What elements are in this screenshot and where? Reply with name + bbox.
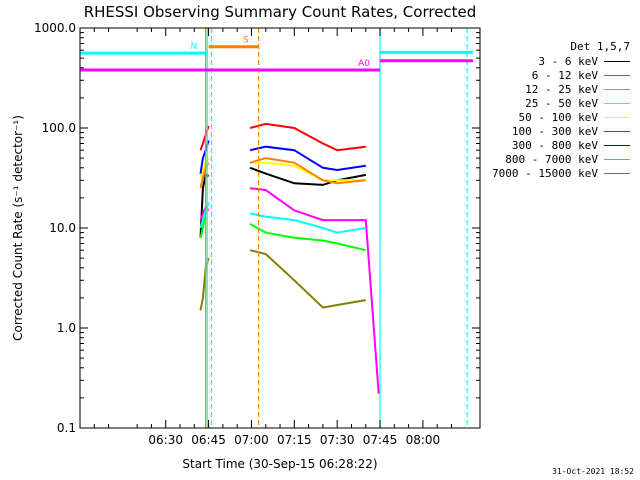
- y-tick-label: 100.0: [42, 121, 76, 135]
- legend-entry: 12 - 25 keV: [480, 82, 630, 96]
- x-tick-label: 07:30: [320, 433, 355, 447]
- legend-swatch: [604, 116, 630, 118]
- legend-label: 50 - 100 keV: [518, 110, 598, 124]
- legend-entry: 100 - 300 keV: [480, 124, 630, 138]
- series-line: [249, 122, 366, 152]
- series-line: [249, 249, 366, 309]
- flag-label: A0: [358, 59, 370, 69]
- legend-swatch: [604, 158, 630, 160]
- x-tick-label: 06:45: [191, 433, 226, 447]
- series-line: [250, 161, 366, 182]
- series-line: [249, 212, 366, 234]
- legend-swatch: [604, 172, 630, 174]
- series-line: [249, 223, 367, 252]
- footer-timestamp: 31-Oct-2021 18:52: [552, 467, 634, 476]
- flag-label: N: [190, 42, 197, 52]
- y-tick-label: 1000.0: [34, 21, 76, 35]
- legend-swatch: [604, 130, 630, 132]
- series-line: [249, 145, 366, 172]
- legend-entry: 25 - 50 keV: [480, 96, 630, 110]
- legend-label: 300 - 800 keV: [511, 138, 598, 152]
- marks-layer: S N A0: [80, 28, 473, 428]
- legend-label: 3 - 6 keV: [538, 54, 598, 68]
- series-line: [249, 187, 380, 394]
- legend-entry: 300 - 800 keV: [480, 138, 630, 152]
- legend-label: 7000 - 15000 keV: [492, 166, 598, 180]
- x-tick-label: 07:00: [234, 433, 269, 447]
- x-tick-label: 07:15: [277, 433, 312, 447]
- legend-entry: 50 - 100 keV: [480, 110, 630, 124]
- legend-swatch: [604, 60, 630, 62]
- legend-label: 800 - 7000 keV: [505, 152, 598, 166]
- series-line: [249, 157, 366, 185]
- y-tick-label: 1.0: [57, 321, 76, 335]
- legend-label: 25 - 50 keV: [525, 96, 598, 110]
- legend-entry: 6 - 12 keV: [480, 68, 630, 82]
- y-axis-label: Corrected Count Rate (s⁻¹ detector⁻¹): [11, 115, 25, 341]
- legend-label: 6 - 12 keV: [531, 68, 598, 82]
- x-tick-label: 07:45: [363, 433, 398, 447]
- x-axis-label: Start Time (30-Sep-15 06:28:22): [182, 457, 377, 471]
- legend-entry: 7000 - 15000 keV: [480, 166, 630, 180]
- x-tick-label: 08:00: [406, 433, 441, 447]
- legend-entry: 800 - 7000 keV: [480, 152, 630, 166]
- flag-label: S: [243, 36, 249, 46]
- y-tick-label: 10.0: [49, 221, 76, 235]
- y-tick-label: 0.1: [57, 421, 76, 435]
- legend-label: 100 - 300 keV: [511, 124, 598, 138]
- axis-layer: 0.1 1.0 10.0 100.0 1000.0 06:30 06:45 07:00 07:1…: [34, 21, 481, 447]
- x-tick-label: 06:30: [148, 433, 183, 447]
- legend-swatch: [604, 88, 630, 90]
- legend-entry: 3 - 6 keV: [480, 54, 630, 68]
- legend-title: Det 1,5,7: [570, 40, 630, 53]
- series-layer: [199, 122, 380, 394]
- legend-swatch: [604, 144, 630, 146]
- plot-frame: [79, 27, 481, 429]
- legend-swatch: [604, 74, 630, 76]
- legend-label: 12 - 25 keV: [525, 82, 598, 96]
- legend-swatch: [604, 102, 630, 104]
- legend: Det 1,5,7 3 - 6 keV 6 - 12 keV 12 - 25 keV…: [480, 40, 630, 180]
- chart-title: RHESSI Observing Summary Count Rates, Co…: [84, 3, 477, 21]
